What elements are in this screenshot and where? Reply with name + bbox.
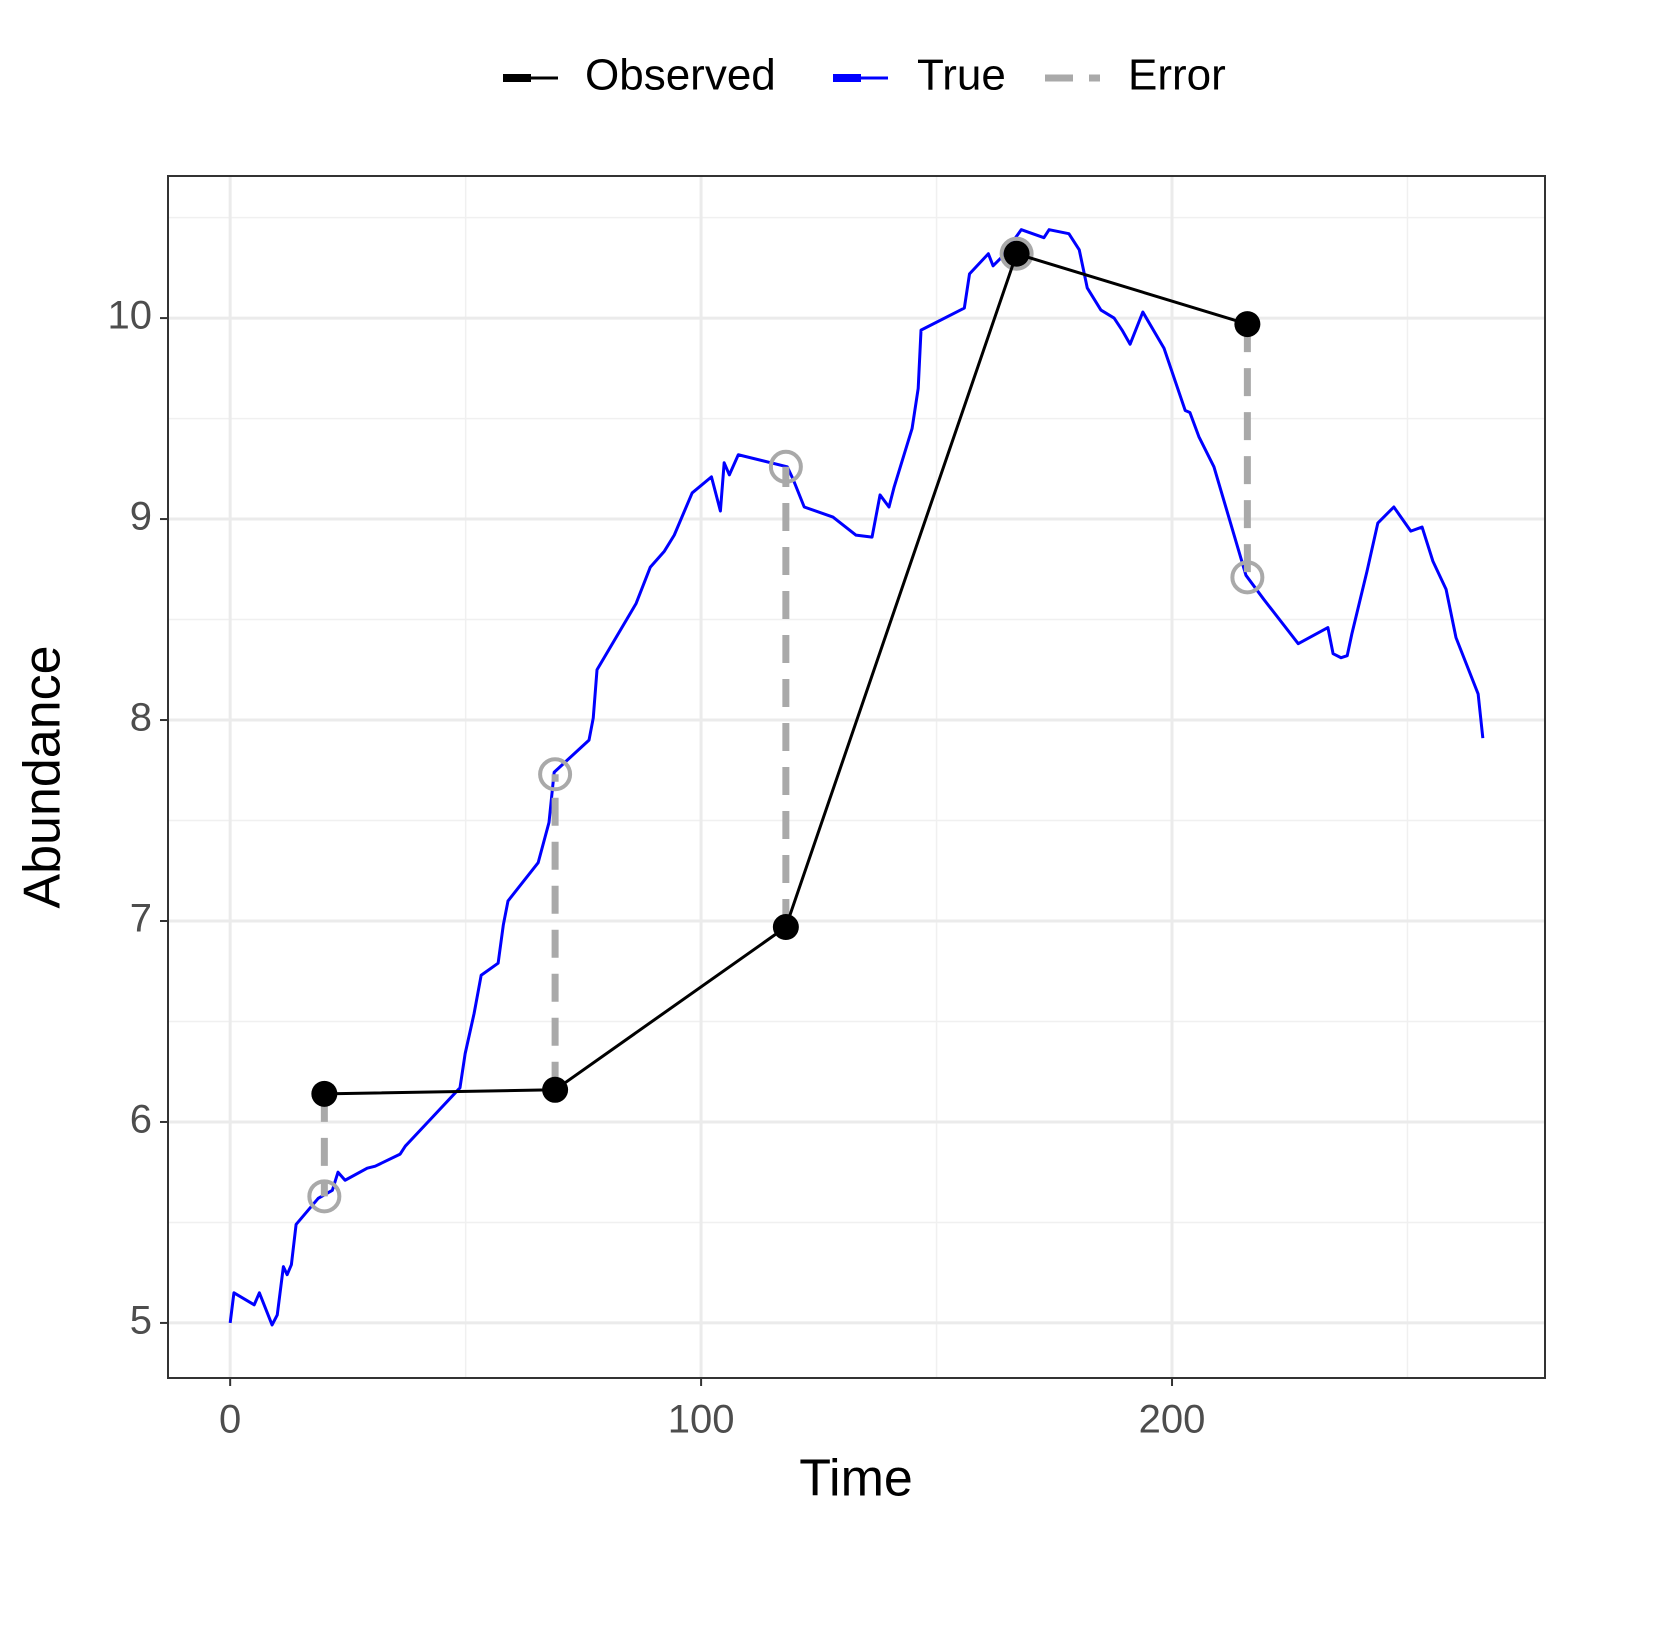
observed-point	[772, 914, 799, 941]
legend-label: True	[917, 51, 1006, 100]
y-tick-label: 5	[130, 1298, 152, 1342]
true-line	[228, 228, 1485, 1327]
legend-label: Error	[1128, 51, 1226, 100]
observed-point	[542, 1076, 569, 1103]
error-point	[768, 449, 803, 484]
observed-point	[1234, 311, 1261, 338]
y-tick-label: 7	[130, 897, 152, 941]
y-axis-title: Abundance	[14, 645, 72, 908]
observed-line	[324, 252, 1248, 1096]
x-tick-label: 200	[1139, 1398, 1206, 1442]
plot-border	[167, 175, 1546, 1379]
error-point	[999, 236, 1034, 271]
y-tick-label: 10	[108, 294, 153, 338]
legend-label: Observed	[585, 51, 776, 100]
y-tick-label: 9	[130, 495, 152, 539]
error-point	[307, 1179, 342, 1214]
error-point	[1230, 560, 1265, 595]
x-axis-title: Time	[799, 1450, 913, 1508]
x-tick-label: 0	[219, 1398, 241, 1442]
y-tick-label: 6	[130, 1098, 152, 1142]
observed-point	[311, 1080, 338, 1107]
observed-point	[1003, 240, 1030, 267]
error-point	[538, 757, 573, 792]
x-tick-label: 100	[668, 1398, 735, 1442]
y-tick-label: 8	[130, 696, 152, 740]
